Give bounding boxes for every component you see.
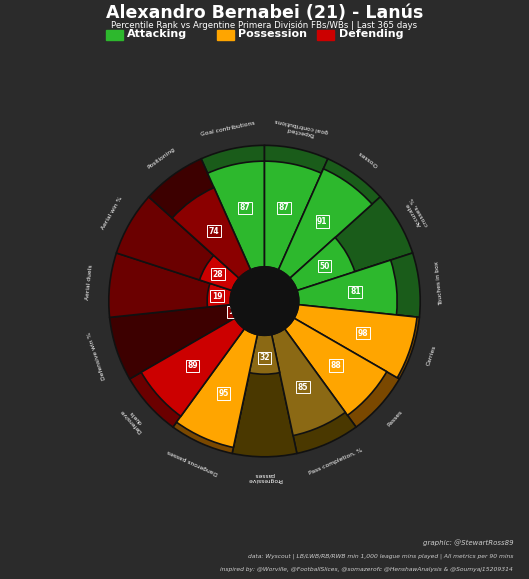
Text: 89: 89 <box>187 361 198 371</box>
Text: Defending: Defending <box>339 29 403 39</box>
Text: 81: 81 <box>350 287 361 296</box>
Wedge shape <box>290 197 413 291</box>
Text: 1: 1 <box>229 307 234 316</box>
Text: Dangerous passes: Dangerous passes <box>167 448 219 475</box>
Text: data: Wyscout | LB/LWB/RB/RWB min 1,000 league mins played | All metrics per 90 : data: Wyscout | LB/LWB/RB/RWB min 1,000 … <box>248 554 513 559</box>
Text: Goal contributions: Goal contributions <box>200 121 256 137</box>
Wedge shape <box>294 305 417 378</box>
Wedge shape <box>109 253 232 317</box>
Text: 28: 28 <box>213 270 223 278</box>
Text: Defensive win %: Defensive win % <box>87 331 107 380</box>
Text: Aerial win %: Aerial win % <box>101 196 124 230</box>
Wedge shape <box>264 161 322 270</box>
Circle shape <box>230 267 299 335</box>
Text: 88: 88 <box>331 361 341 370</box>
Wedge shape <box>278 159 380 278</box>
Text: 85: 85 <box>297 383 308 391</box>
Wedge shape <box>232 335 297 457</box>
Wedge shape <box>141 318 244 416</box>
Wedge shape <box>229 305 235 319</box>
Text: 95: 95 <box>218 389 229 398</box>
Text: Progressive
passes: Progressive passes <box>247 472 282 482</box>
Text: 91: 91 <box>317 217 327 226</box>
Text: Passes: Passes <box>387 410 404 428</box>
Wedge shape <box>285 318 387 415</box>
Wedge shape <box>290 237 355 291</box>
Wedge shape <box>285 318 399 427</box>
Text: Positioning: Positioning <box>146 147 176 170</box>
Wedge shape <box>207 161 264 270</box>
Wedge shape <box>264 145 328 270</box>
Text: 50: 50 <box>320 262 330 271</box>
Text: Crosses: Crosses <box>357 150 379 167</box>
Wedge shape <box>297 260 397 315</box>
Wedge shape <box>149 159 251 278</box>
Text: 87: 87 <box>279 203 290 212</box>
Text: Aerial duels: Aerial duels <box>85 265 94 301</box>
Wedge shape <box>278 169 372 278</box>
Text: Possession: Possession <box>238 29 307 39</box>
Wedge shape <box>130 318 244 427</box>
Text: Alexandro Bernabei (21) - Lanús: Alexandro Bernabei (21) - Lanús <box>106 4 423 22</box>
Wedge shape <box>249 335 280 374</box>
Text: 74: 74 <box>208 227 219 236</box>
Text: inspired by: @Worville, @FootballSlices, @somazerofc @HenshawAnalysis & @Soumyaj: inspired by: @Worville, @FootballSlices,… <box>220 567 513 572</box>
Text: graphic: @StewartRoss89: graphic: @StewartRoss89 <box>423 539 513 546</box>
Text: 98: 98 <box>358 328 368 338</box>
Wedge shape <box>116 197 239 291</box>
Wedge shape <box>173 329 258 453</box>
Text: 32: 32 <box>259 353 270 362</box>
Wedge shape <box>297 253 420 317</box>
Text: Pass completion, %: Pass completion, % <box>308 448 364 476</box>
Wedge shape <box>294 305 419 379</box>
Text: Attacking: Attacking <box>127 29 187 39</box>
Text: Defensive
duels: Defensive duels <box>120 404 148 434</box>
Text: Expected
goal contributions: Expected goal contributions <box>273 118 329 140</box>
Text: Carries: Carries <box>426 345 437 367</box>
Wedge shape <box>177 329 258 448</box>
Wedge shape <box>271 329 356 453</box>
Text: 19: 19 <box>212 292 222 301</box>
Text: 87: 87 <box>239 203 250 212</box>
Text: Accurate
crosses, %: Accurate crosses, % <box>404 196 430 230</box>
Text: Touches in box: Touches in box <box>435 261 444 305</box>
Text: Percentile Rank vs Argentine Primera División FBs/WBs | Last 365 days: Percentile Rank vs Argentine Primera Div… <box>112 21 417 30</box>
Wedge shape <box>207 283 232 307</box>
Wedge shape <box>110 305 235 379</box>
Wedge shape <box>199 255 239 291</box>
Wedge shape <box>271 329 345 435</box>
Wedge shape <box>172 188 251 278</box>
Wedge shape <box>201 145 264 270</box>
